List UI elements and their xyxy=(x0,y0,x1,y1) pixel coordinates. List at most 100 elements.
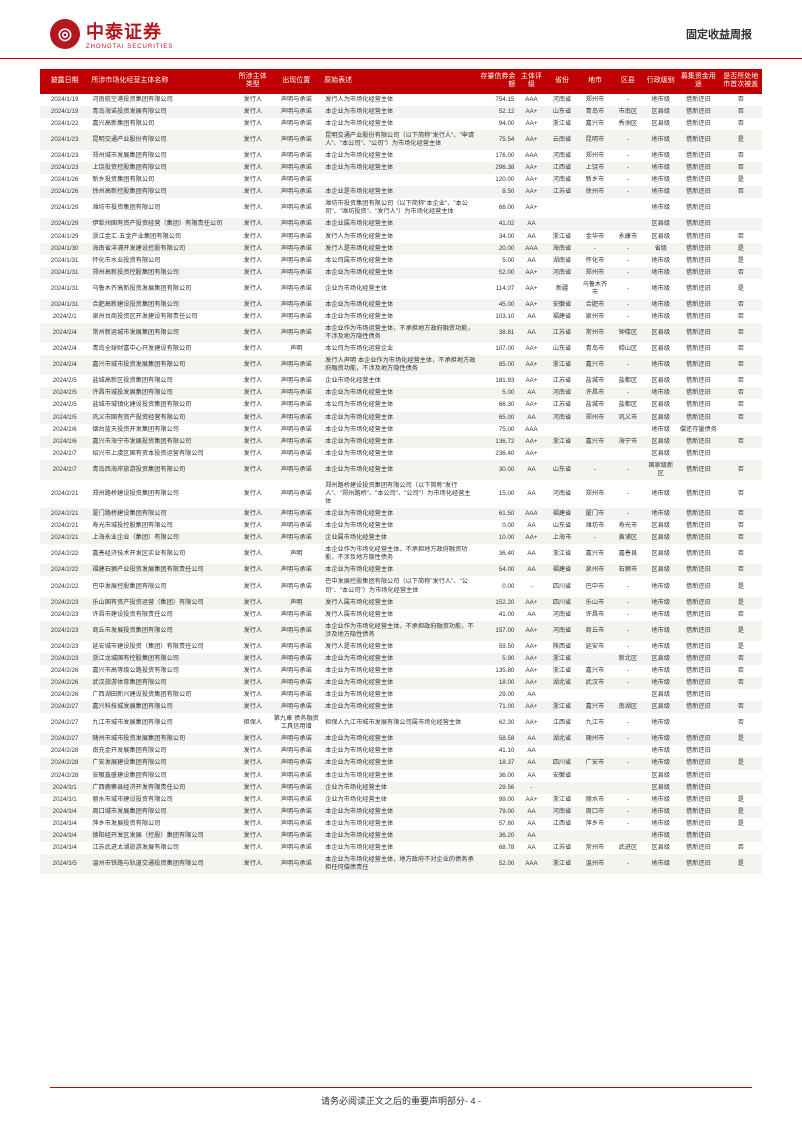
table-cell: 地市级 xyxy=(644,854,677,874)
table-row: 2024/2/28南充金开发展集团有限公司发行人声明与承诺本企业为市场化经营主体… xyxy=(40,745,762,757)
table-cell: 声明与承诺 xyxy=(270,653,322,665)
table-cell: 声明与承诺 xyxy=(270,770,322,782)
table-row: 2024/2/23浙江龙城国有控股集团有限公司发行人声明与承诺本企业为市场化经营… xyxy=(40,653,762,665)
table-cell: 否 xyxy=(720,387,762,399)
table-cell: 发行人 xyxy=(235,412,270,424)
table-cell: 江西省 xyxy=(546,713,579,733)
table-cell: 声明与承诺 xyxy=(270,782,322,794)
table-cell: - xyxy=(578,532,611,544)
table-row: 2024/1/30海南省洋浦开发建设控股有限公司发行人声明与承诺发行人是市场化经… xyxy=(40,243,762,255)
table-cell: 声明与承诺 xyxy=(270,174,322,186)
table-cell: 2024/2/27 xyxy=(40,713,89,733)
table-cell: 发行人 xyxy=(235,198,270,218)
table-cell: 泉州市 xyxy=(578,311,611,323)
table-cell: 114.07 xyxy=(477,279,517,299)
table-cell xyxy=(578,689,611,701)
table-cell: 借新还旧 xyxy=(677,564,719,576)
table-cell: - xyxy=(611,576,644,596)
table-row: 2024/1/23郑州城市发展集团有限公司发行人声明与承诺本企业为市场化经营主体… xyxy=(40,150,762,162)
table-cell: 潍坊市 xyxy=(578,520,611,532)
table-cell: 金华市 xyxy=(578,231,611,243)
table-cell: 福建省 xyxy=(546,564,579,576)
table-cell: 河南省 xyxy=(546,174,579,186)
table-cell: 否 xyxy=(720,162,762,174)
table-cell: 借新还旧 xyxy=(677,162,719,174)
table-cell: 湖北省 xyxy=(546,677,579,689)
table-cell: 发行人为市场化经营主体 xyxy=(322,94,477,106)
table-cell xyxy=(546,198,579,218)
table-cell: 本企业为市场化经营主体 xyxy=(322,770,477,782)
table-cell: 武汉市 xyxy=(578,677,611,689)
table-cell: 2024/3/5 xyxy=(40,854,89,874)
table-cell: 乌鲁木齐市 xyxy=(578,279,611,299)
table-cell: 否 xyxy=(720,713,762,733)
table-cell: 安徽鑫盛建设集团有限公司 xyxy=(89,770,235,782)
table-cell: 借新还旧 xyxy=(677,677,719,689)
table-cell: 声明与承诺 xyxy=(270,621,322,641)
table-cell: 武汉旅游体育集团有限公司 xyxy=(89,677,235,689)
table-cell: 2024/1/31 xyxy=(40,255,89,267)
table-cell: 2024/1/29 xyxy=(40,218,89,230)
table-cell: 江西省 xyxy=(546,818,579,830)
table-cell: 广西湖田新兴建设投资集团有限公司 xyxy=(89,689,235,701)
table-cell: AA+ xyxy=(517,713,545,733)
table-cell: 声明与承诺 xyxy=(270,243,322,255)
table-cell: 发行人属市场化经营主体 xyxy=(322,609,477,621)
data-table: 披露日期所涉市场化经营主体名称所涉主体类型出现位置原始表述存量信券余额主体评级省… xyxy=(40,69,762,874)
table-cell: 2024/3/4 xyxy=(40,818,89,830)
table-cell: 武进区 xyxy=(611,842,644,854)
table-cell: 发行人 xyxy=(235,520,270,532)
table-cell: 发行人 xyxy=(235,355,270,375)
table-cell: 盐城市 xyxy=(578,375,611,387)
table-cell: 借新还旧 xyxy=(677,218,719,230)
table-cell: 声明与承诺 xyxy=(270,701,322,713)
table-cell: 发行人 xyxy=(235,677,270,689)
table-cell: - xyxy=(611,854,644,874)
table-cell: 2024/3/4 xyxy=(40,806,89,818)
column-header: 存量信券余额 xyxy=(477,69,517,94)
table-row: 2024/2/7绍兴市上虞区国有资本投资运营有限公司发行人声明与承诺本企业为市场… xyxy=(40,448,762,460)
column-header: 省份 xyxy=(546,69,579,94)
table-cell: 国家级新区 xyxy=(644,460,677,480)
table-cell: 发行人是市场化经营主体 xyxy=(322,641,477,653)
table-cell: 本公司为市场化经营主体 xyxy=(322,399,477,411)
table-cell: 否 xyxy=(720,564,762,576)
table-cell: 8.50 xyxy=(477,186,517,198)
table-cell: 郑州市 xyxy=(578,412,611,424)
table-cell: 发行人 xyxy=(235,94,270,106)
table-cell: 是 xyxy=(720,174,762,186)
table-cell: 否 xyxy=(720,508,762,520)
table-cell: 94.00 xyxy=(477,118,517,130)
table-cell: 75.00 xyxy=(477,424,517,436)
table-cell: 2024/1/26 xyxy=(40,174,89,186)
table-cell: 区县级 xyxy=(644,436,677,448)
table-cell: 安徽省 xyxy=(546,299,579,311)
table-cell: 地市级 xyxy=(644,665,677,677)
table-cell: 声明与承诺 xyxy=(270,186,322,198)
table-cell: 福建省 xyxy=(546,311,579,323)
table-cell: 山东省 xyxy=(546,343,579,355)
table-cell: AA xyxy=(517,231,545,243)
table-cell: 借新还旧 xyxy=(677,544,719,564)
table-cell: 发行人 xyxy=(235,130,270,150)
table-cell: 2024/2/23 xyxy=(40,621,89,641)
table-cell: 借新还旧 xyxy=(677,267,719,279)
table-cell: 2024/2/21 xyxy=(40,532,89,544)
table-cell: 周口市 xyxy=(578,806,611,818)
table-cell: 安徽省 xyxy=(546,770,579,782)
table-cell: 担保人九江市城市发展有限公司属市场化经营主体 xyxy=(322,713,477,733)
table-cell: 借新还旧 xyxy=(677,733,719,745)
table-cell: 发行人 xyxy=(235,174,270,186)
table-row: 2024/3/4萍乡市发展投资有限公司发行人声明与承诺本企业为市场化经营主体57… xyxy=(40,818,762,830)
table-cell: 借新还旧 xyxy=(677,299,719,311)
column-header: 区县 xyxy=(611,69,644,94)
table-cell: 135.80 xyxy=(477,665,517,677)
table-cell: 上海市 xyxy=(546,532,579,544)
table-cell: 延安城市建设投资（集团）有限责任公司 xyxy=(89,641,235,653)
table-cell: 是 xyxy=(720,854,762,874)
table-cell: 声明与承诺 xyxy=(270,311,322,323)
table-cell: 声明与承诺 xyxy=(270,399,322,411)
table-cell xyxy=(546,830,579,842)
table-cell: 是 xyxy=(720,621,762,641)
table-cell: 周口城市发展集团有限公司 xyxy=(89,806,235,818)
